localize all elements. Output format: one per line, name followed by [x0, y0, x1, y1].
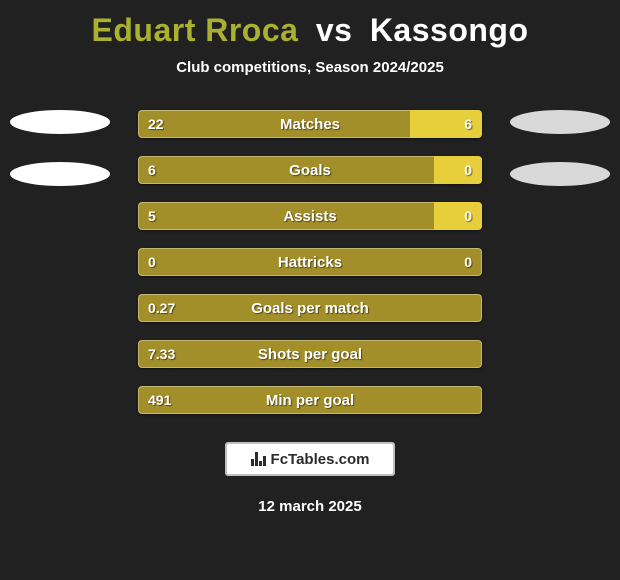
player1-name: Eduart Rroca [92, 12, 299, 48]
bar-right-value: 0 [464, 202, 472, 230]
chart-area: 22Matches66Goals05Assists00Hattricks00.2… [0, 110, 620, 414]
stat-bar: 22Matches6 [138, 110, 482, 138]
bar-label: Goals per match [138, 294, 482, 322]
stat-bar: 7.33Shots per goal [138, 340, 482, 368]
right-decor [500, 110, 620, 186]
left-decor [0, 110, 120, 186]
bar-right-value: 6 [464, 110, 472, 138]
bar-label: Assists [138, 202, 482, 230]
bar-label: Hattricks [138, 248, 482, 276]
bar-label: Shots per goal [138, 340, 482, 368]
bar-right-value: 0 [464, 248, 472, 276]
decor-ellipse [510, 162, 610, 186]
logo-box: FcTables.com [225, 442, 395, 476]
decor-ellipse [510, 110, 610, 134]
stat-bar: 0Hattricks0 [138, 248, 482, 276]
subtitle: Club competitions, Season 2024/2025 [0, 59, 620, 76]
player2-name: Kassongo [370, 12, 529, 48]
decor-ellipse [10, 110, 110, 134]
bar-label: Goals [138, 156, 482, 184]
bar-label: Min per goal [138, 386, 482, 414]
vs-text: vs [316, 12, 353, 48]
bars-container: 22Matches66Goals05Assists00Hattricks00.2… [138, 110, 482, 414]
stat-bar: 491Min per goal [138, 386, 482, 414]
bar-label: Matches [138, 110, 482, 138]
logo-text: FcTables.com [271, 451, 370, 468]
stat-bar: 0.27Goals per match [138, 294, 482, 322]
decor-ellipse [10, 162, 110, 186]
stat-bar: 5Assists0 [138, 202, 482, 230]
bar-right-value: 0 [464, 156, 472, 184]
comparison-title: Eduart Rroca vs Kassongo [0, 0, 620, 49]
logo-bars-icon [251, 452, 267, 466]
stat-bar: 6Goals0 [138, 156, 482, 184]
footer-date: 12 march 2025 [0, 498, 620, 515]
